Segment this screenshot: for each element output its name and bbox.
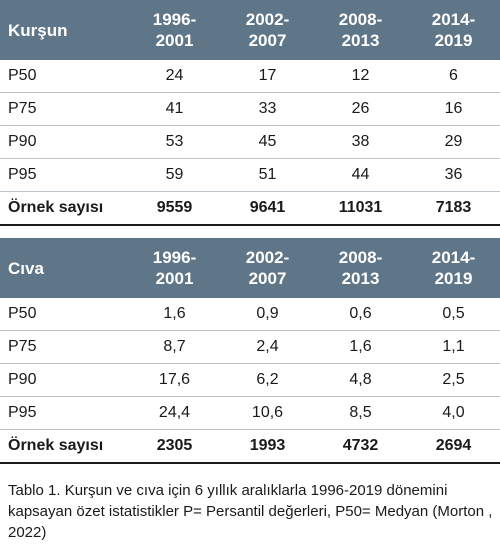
table-cell: 24,4 [128,396,221,430]
row-label: P95 [0,396,128,430]
table-cell: 2,4 [221,330,314,364]
period-header: 2008- 2013 [338,10,383,50]
table-cell: 4,8 [314,363,407,397]
row-label: P90 [0,125,128,159]
table-cell: 2305 [128,429,221,464]
row-label: P50 [0,60,128,93]
table-cell: 59 [128,158,221,192]
period-header: 2002- 2007 [245,10,290,50]
total-row: Örnek sayısı 2305 1993 4732 2694 [0,429,500,464]
table-cell: 53 [128,125,221,159]
table-row: P75 8,7 2,4 1,6 1,1 [0,330,500,364]
table-cell: 41 [128,92,221,126]
period-header: 2014- 2019 [431,248,476,288]
table-cell: 11031 [314,191,407,226]
table-row: P75 41 33 26 16 [0,92,500,126]
table-header-row: Cıva 1996- 2001 2002- 2007 2008- 2013 2014-… [0,238,500,298]
table-cell: 24 [128,60,221,93]
row-label: P90 [0,363,128,397]
table-cell: 8,7 [128,330,221,364]
table-cell: 2694 [407,429,500,464]
table-cell: 6 [407,60,500,93]
table-cell: 0,5 [407,298,500,331]
table-cell: 29 [407,125,500,159]
row-label: P95 [0,158,128,192]
table-cell: 6,2 [221,363,314,397]
table-cell: 36 [407,158,500,192]
table-cell: 16 [407,92,500,126]
table-cell: 0,6 [314,298,407,331]
table-cell: 0,9 [221,298,314,331]
table-cell: 33 [221,92,314,126]
row-label: Örnek sayısı [0,429,128,464]
table-cell: 1,6 [128,298,221,331]
table-cell: 26 [314,92,407,126]
period-header: 2002- 2007 [245,248,290,288]
table-cell: 44 [314,158,407,192]
table-cell: 2,5 [407,363,500,397]
row-label: Örnek sayısı [0,191,128,226]
table-row: P90 17,6 6,2 4,8 2,5 [0,363,500,397]
lead-table: Kurşun 1996- 2001 2002- 2007 2008- 2013 201… [0,0,500,226]
table-cell: 1,1 [407,330,500,364]
table-cell: 7183 [407,191,500,226]
table-cell: 12 [314,60,407,93]
table-title: Cıva [8,258,44,278]
table-cell: 51 [221,158,314,192]
table-cell: 17 [221,60,314,93]
table-cell: 17,6 [128,363,221,397]
mercury-table: Cıva 1996- 2001 2002- 2007 2008- 2013 2014-… [0,238,500,464]
period-header: 1996- 2001 [152,248,197,288]
table-cell: 4732 [314,429,407,464]
period-header: 2014- 2019 [431,10,476,50]
table-cell: 38 [314,125,407,159]
period-header: 1996- 2001 [152,10,197,50]
row-label: P75 [0,92,128,126]
table-row: P95 24,4 10,6 8,5 4,0 [0,396,500,430]
total-row: Örnek sayısı 9559 9641 11031 7183 [0,191,500,226]
table-row: P50 1,6 0,9 0,6 0,5 [0,298,500,331]
table-cell: 1,6 [314,330,407,364]
table-cell: 10,6 [221,396,314,430]
table-row: P90 53 45 38 29 [0,125,500,159]
table-cell: 4,0 [407,396,500,430]
table-cell: 8,5 [314,396,407,430]
table-caption: Tablo 1. Kurşun ve cıva için 6 yıllık ar… [8,482,493,541]
table-cell: 9641 [221,191,314,226]
table-row: P50 24 17 12 6 [0,60,500,93]
table-row: P95 59 51 44 36 [0,158,500,192]
table-title: Kurşun [8,20,68,40]
table-header-row: Kurşun 1996- 2001 2002- 2007 2008- 2013 201… [0,0,500,60]
table-cell: 45 [221,125,314,159]
table-cell: 1993 [221,429,314,464]
period-header: 2008- 2013 [338,248,383,288]
row-label: P50 [0,298,128,331]
table-cell: 9559 [128,191,221,226]
row-label: P75 [0,330,128,364]
